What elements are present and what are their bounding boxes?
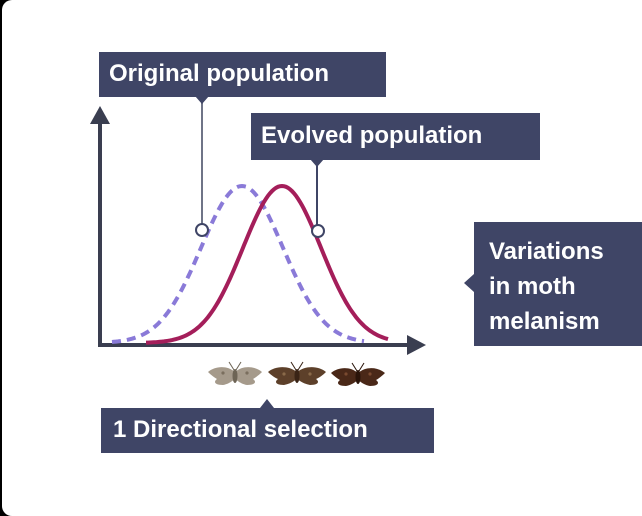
x-axis-arrow [407,335,426,355]
evolved-label-pointer [310,159,324,167]
directional-selection-label: 1 Directional selection [101,408,434,453]
moth-dark-icon [331,362,385,386]
evolved-population-label: Evolved population [251,113,540,160]
variations-label-line-2: in moth [489,273,576,300]
variations-label-pointer [464,274,474,292]
moth-medium-icon [268,361,326,385]
moth-light-icon [208,361,262,385]
variations-label-line-1: Variations [489,238,604,265]
original-population-curve [111,183,365,344]
y-axis-arrow [90,106,110,124]
evolved-population-curve [146,183,389,345]
directional-label-pointer [260,399,274,408]
variations-label: Variations in moth melanism [474,222,642,346]
original-curve-marker [195,223,209,237]
original-population-label: Original population [99,52,386,97]
original-label-pointer [195,96,209,104]
evolved-curve-marker [311,224,325,238]
variations-label-line-3: melanism [489,308,600,335]
